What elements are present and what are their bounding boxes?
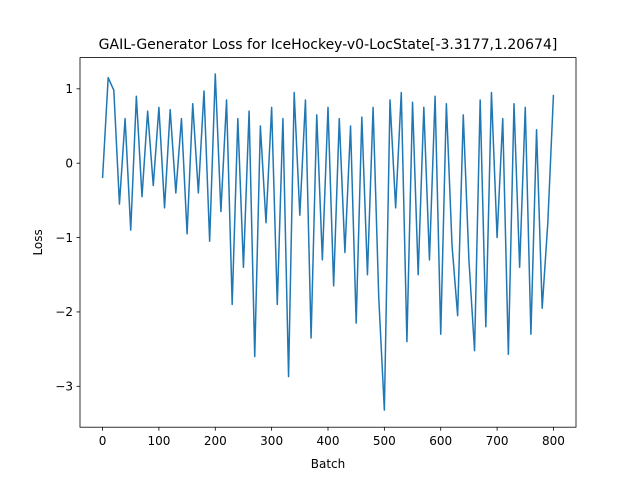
- x-tick-label: 300: [260, 434, 283, 448]
- x-tick-label: 800: [542, 434, 565, 448]
- x-tick-label: 700: [486, 434, 509, 448]
- x-tick-label: 600: [429, 434, 452, 448]
- chart-title: GAIL-Generator Loss for IceHockey-v0-Loc…: [99, 37, 558, 53]
- x-tick-label: 0: [99, 434, 107, 448]
- x-tick-label: 500: [373, 434, 396, 448]
- y-tick-label: −2: [55, 305, 73, 319]
- y-tick-label: 1: [65, 82, 73, 96]
- series-layer: [101, 73, 555, 411]
- x-axis-label: Batch: [311, 457, 346, 471]
- y-axis-label: Loss: [31, 229, 45, 255]
- y-tick-label: −1: [55, 231, 73, 245]
- x-tick-label: 100: [147, 434, 170, 448]
- y-tick-label: 0: [65, 157, 73, 171]
- series-line-0: [101, 73, 555, 411]
- x-axis-ticks: 0 100 200 300 400 500 600 700 800: [99, 427, 565, 448]
- x-tick-label: 400: [317, 434, 340, 448]
- y-axis-ticks: 1 0 −1 −2 −3: [55, 82, 80, 394]
- y-tick-label: −3: [55, 380, 73, 394]
- x-tick-label: 200: [204, 434, 227, 448]
